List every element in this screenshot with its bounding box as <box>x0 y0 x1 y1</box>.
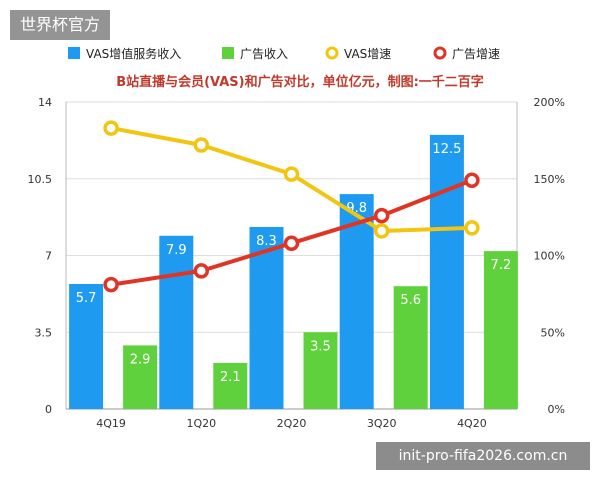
bar-ads <box>303 332 338 409</box>
bar-vas <box>159 235 194 409</box>
y2-tick-label: 150% <box>534 173 565 186</box>
bar-vas <box>339 194 374 409</box>
ads-growth-point <box>464 172 480 189</box>
legend: VAS增值服务收入 广告收入 VAS增速 广告增速 <box>68 46 500 61</box>
vas-growth-point <box>193 137 210 153</box>
bar-ads <box>213 362 248 409</box>
ads-growth-point <box>373 207 390 224</box>
watermark-top: 世界杯官方 <box>10 10 111 40</box>
bar-vas <box>69 284 104 409</box>
x-tick-label: 2Q20 <box>277 417 307 430</box>
vas-growth-point <box>464 220 480 236</box>
bar-value-label: 12.5 <box>432 142 461 157</box>
legend-swatch <box>433 46 447 60</box>
bar-value-label: 7.2 <box>491 258 512 273</box>
watermark-bottom: init-pro-fifa2026.com.cn <box>376 442 590 470</box>
legend-swatch <box>325 46 339 60</box>
y-tick-label: 7 <box>45 250 52 263</box>
growth-lines <box>103 120 480 293</box>
y2-tick-label: 50% <box>541 326 565 339</box>
bar-vas <box>429 134 464 409</box>
ads-growth-point <box>193 263 210 279</box>
bar-ads <box>393 286 428 409</box>
bars: 5.77.98.39.812.52.92.13.55.67.2 <box>69 134 518 409</box>
vas-growth-point <box>373 223 390 239</box>
y-axis-left: 0 3.5 7 10.5 14 <box>28 96 53 416</box>
y-tick-label: 14 <box>38 96 52 109</box>
y-tick-label: 10.5 <box>28 173 53 186</box>
y2-tick-label: 200% <box>534 96 565 109</box>
legend-label: 广告增速 <box>452 47 500 61</box>
bar-ads <box>483 251 518 409</box>
x-tick-label: 3Q20 <box>367 417 397 430</box>
chart-title: B站直播与会员(VAS)和广告对比，单位亿元，制图:一千二百字 <box>116 74 484 90</box>
y-tick-label: 3.5 <box>35 326 53 339</box>
legend-label: VAS增速 <box>344 47 391 61</box>
bar-ads <box>123 345 158 409</box>
y-axis-right: 0% 50% 100% 150% 200% <box>534 96 565 416</box>
bar-value-label: 7.9 <box>166 243 187 258</box>
legend-swatch <box>68 47 80 59</box>
ads-growth-point <box>103 276 119 293</box>
x-tick-label: 4Q19 <box>96 417 126 430</box>
x-axis: 4Q19 1Q20 2Q20 3Q20 4Q20 <box>96 417 486 430</box>
y2-tick-label: 100% <box>534 250 565 263</box>
grid <box>65 101 518 410</box>
y2-tick-label: 0% <box>548 403 565 416</box>
vas-growth-point <box>283 166 300 182</box>
bar-value-label: 5.7 <box>76 291 97 306</box>
bar-value-label: 2.9 <box>130 352 151 367</box>
bar-value-label: 3.5 <box>310 339 331 354</box>
legend-label: 广告收入 <box>240 47 288 61</box>
legend-label: VAS增值服务收入 <box>86 46 181 61</box>
bar-value-label: 8.3 <box>256 234 277 249</box>
vas-growth-point <box>103 120 119 136</box>
x-tick-label: 1Q20 <box>186 417 216 430</box>
ads-growth-point <box>283 235 300 251</box>
bar-value-label: 5.6 <box>400 293 421 308</box>
legend-swatch <box>222 47 234 59</box>
bar-value-label: 2.1 <box>220 370 241 385</box>
bar-vas <box>249 226 284 409</box>
y-tick-label: 0 <box>45 403 52 416</box>
x-tick-label: 4Q20 <box>457 417 487 430</box>
